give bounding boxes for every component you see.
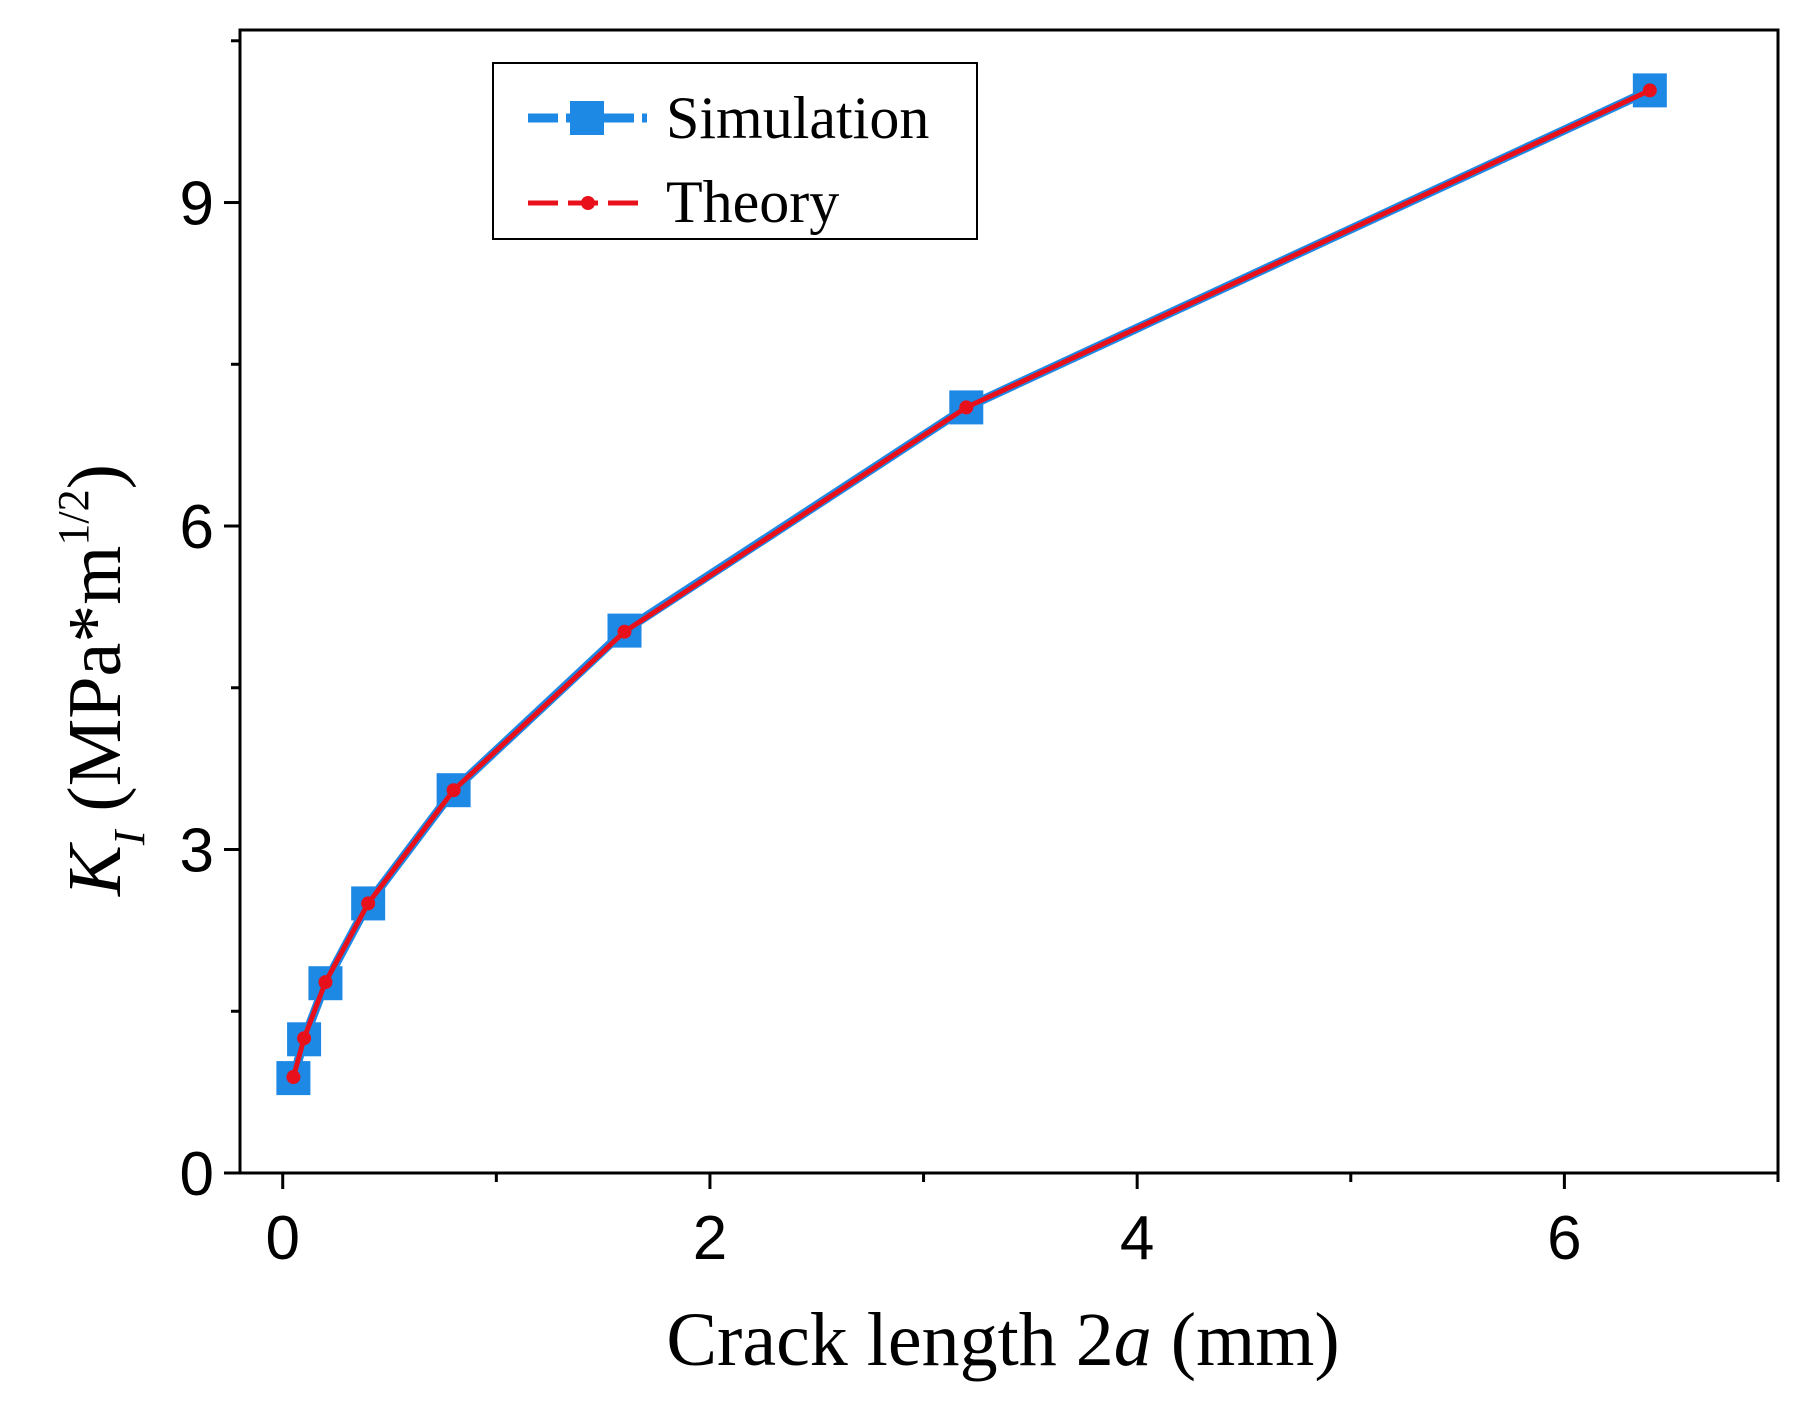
y-tick-label-0: 0 xyxy=(180,1140,214,1209)
legend-box xyxy=(492,62,978,240)
legend-label-simulation: Simulation xyxy=(666,85,929,151)
legend-marker-simulation xyxy=(570,101,604,135)
series-layer xyxy=(276,73,1667,1096)
legend-label-theory: Theory xyxy=(666,169,839,235)
legend: Simulation Theory xyxy=(492,62,978,240)
y-tick-label-2: 6 xyxy=(180,493,214,562)
axis-ticks xyxy=(224,39,1780,1189)
y-tick-labels: 0 3 6 9 xyxy=(180,170,214,1209)
theory-point-1 xyxy=(297,1031,312,1046)
y-tick-label-1: 3 xyxy=(180,817,214,886)
theory-point-5 xyxy=(617,624,632,639)
x-axis-title-unit: (mm) xyxy=(1152,1298,1340,1382)
x-tick-label-1: 2 xyxy=(693,1204,727,1273)
y-axis-title: KI (MPa*m1/2) xyxy=(49,464,154,897)
y-axis-title-superscript: 1/2 xyxy=(49,489,98,545)
x-axis-title-italic: a xyxy=(1114,1298,1152,1382)
x-tick-label-2: 4 xyxy=(1120,1204,1154,1273)
y-axis-title-unit-close: ) xyxy=(53,464,137,489)
theory-point-7 xyxy=(1642,83,1657,98)
x-tick-label-0: 0 xyxy=(265,1204,299,1273)
y-axis-title-unit-open: (MPa*m xyxy=(53,546,137,831)
x-tick-label-3: 6 xyxy=(1547,1204,1581,1273)
y-axis-title-symbol: K xyxy=(53,842,137,897)
plot-frame xyxy=(238,28,1780,1175)
y-axis-title-subscript: I xyxy=(105,828,154,846)
x-tick-labels: 0 2 4 6 xyxy=(265,1204,1581,1273)
x-axis-title-main: Crack length 2 xyxy=(666,1298,1113,1382)
theory-point-0 xyxy=(286,1070,301,1085)
series-line-theory xyxy=(290,88,1651,1078)
theory-point-4 xyxy=(446,783,461,798)
legend-marker-theory xyxy=(581,196,595,210)
theory-point-3 xyxy=(361,896,376,911)
x-axis-title: Crack length 2a (mm) xyxy=(666,1298,1339,1382)
y-tick-label-3: 9 xyxy=(180,170,214,239)
theory-point-2 xyxy=(318,975,333,990)
theory-point-6 xyxy=(959,400,974,415)
